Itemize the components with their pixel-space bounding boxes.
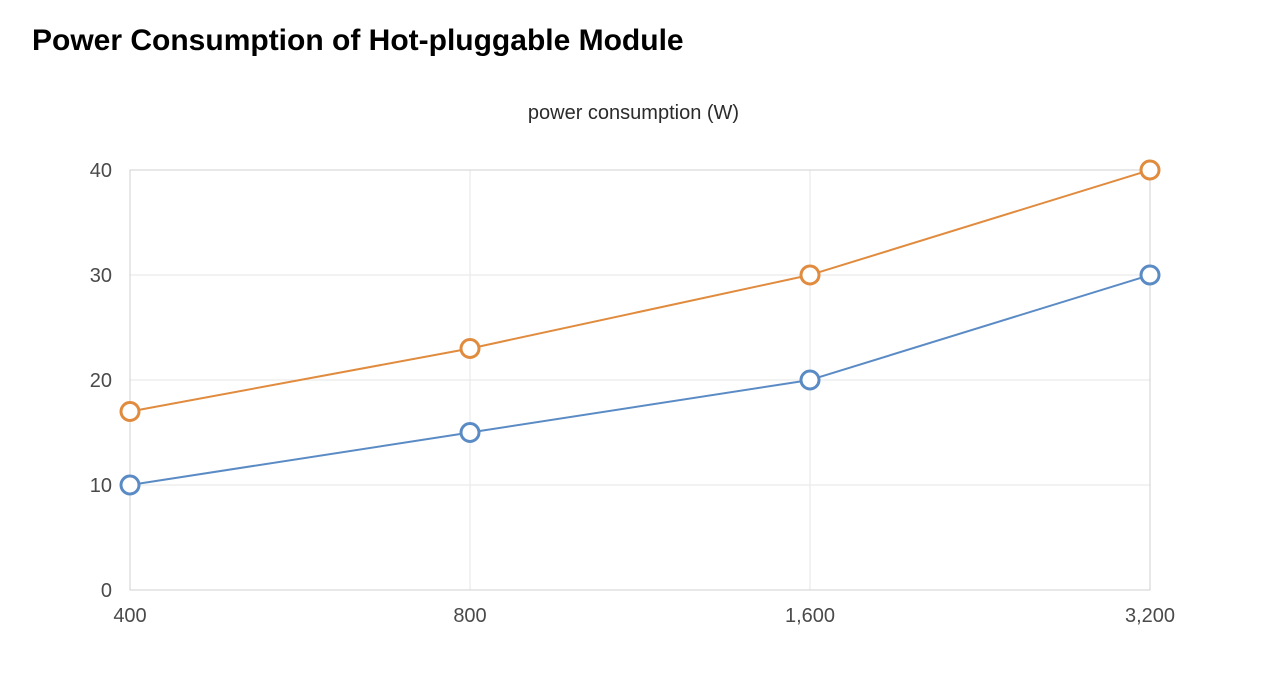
x-tick-label: 3,200 xyxy=(1125,605,1175,627)
line-chart-svg: 0 10 20 30 40 400 800 1,600 3,200 xyxy=(60,150,1200,650)
series-b-segment xyxy=(819,173,1142,273)
y-tick-label: 40 xyxy=(90,160,112,182)
series-b-marker xyxy=(1141,161,1159,179)
series-b-segment xyxy=(479,277,801,347)
series-a-marker xyxy=(461,424,479,442)
page-root: Power Consumption of Hot-pluggable Modul… xyxy=(0,0,1267,688)
x-tick-label: 800 xyxy=(453,605,486,627)
series-a-segment xyxy=(479,381,801,431)
series-b-marker xyxy=(801,266,819,284)
chart-title: Power Consumption of Hot-pluggable Modul… xyxy=(32,24,684,58)
series-b-marker xyxy=(121,403,139,421)
y-tick-label: 0 xyxy=(101,580,112,602)
x-tick-label: 400 xyxy=(113,605,146,627)
x-tick-label: 1,600 xyxy=(785,605,835,627)
series-a-marker xyxy=(1141,266,1159,284)
y-tick-label: 10 xyxy=(90,475,112,497)
series-a-segment xyxy=(819,278,1142,378)
series-a-segment xyxy=(139,434,461,484)
y-tick-label: 20 xyxy=(90,370,112,392)
series-b-marker xyxy=(461,340,479,358)
chart-subtitle: power consumption (W) xyxy=(0,102,1267,125)
series-a-marker xyxy=(801,371,819,389)
chart-area: 0 10 20 30 40 400 800 1,600 3,200 xyxy=(60,150,1200,650)
series-a-marker xyxy=(121,476,139,494)
y-tick-label: 30 xyxy=(90,265,112,287)
